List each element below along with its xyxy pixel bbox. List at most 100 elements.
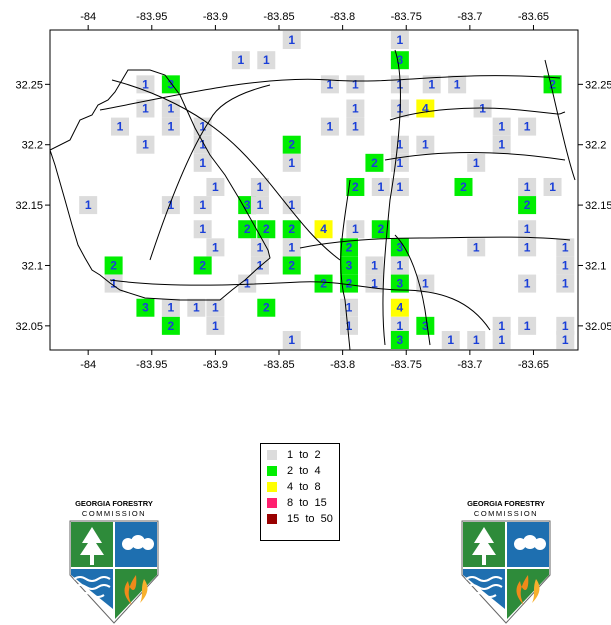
grid-cell — [193, 256, 212, 275]
cell-count-label: 1 — [562, 240, 569, 254]
cell-count-label: 2 — [168, 319, 175, 333]
cell-count-label: 2 — [320, 277, 327, 291]
grid-cell — [365, 256, 384, 275]
cell-count-label: 1 — [199, 156, 206, 170]
cell-count-label: 1 — [454, 77, 461, 91]
grid-cell — [518, 220, 537, 239]
grid-cell — [161, 196, 180, 215]
legend-item-8-to-15: 8 to 15 — [267, 496, 339, 510]
cell-count-label: 1 — [257, 240, 264, 254]
grid-cell — [339, 256, 358, 275]
cell-count-label: 2 — [263, 301, 270, 315]
grid-cell — [339, 316, 358, 335]
cell-count-label: 2 — [288, 138, 295, 152]
cell-count-label: 1 — [327, 77, 334, 91]
cell-count-label: 2 — [352, 180, 359, 194]
cell-count-label: 3 — [244, 198, 251, 212]
georgia-forestry-commission-logo: GEORGIA FORESTRY COMMISSION — [69, 499, 159, 624]
logo-subtitle-text: COMMISSION — [82, 509, 146, 518]
grid-cell — [556, 316, 575, 335]
grid-cell — [518, 274, 537, 293]
cell-count-label: 1 — [237, 53, 244, 67]
grid-cell — [320, 117, 339, 136]
grid-cell — [346, 117, 365, 136]
road — [99, 75, 561, 111]
grid-cell — [390, 298, 409, 317]
road — [384, 152, 566, 161]
cell-count-label: 2 — [288, 222, 295, 236]
grid-cell — [193, 196, 212, 215]
cell-count-label: 1 — [327, 120, 334, 134]
grid-cell — [416, 135, 435, 154]
x-tick-label: -83.8 — [330, 359, 355, 371]
cell-count-label: 3 — [346, 258, 353, 272]
y-tick-label: 32.05 — [15, 321, 43, 333]
x-tick-label: -83.7 — [457, 359, 482, 371]
grid-cell — [339, 298, 358, 317]
cell-count-label: 2 — [199, 258, 206, 272]
y-axis-left: 32.25 32.2 32.15 32.1 32.05 — [15, 79, 50, 333]
cell-count-label: 1 — [562, 319, 569, 333]
grid-cell — [346, 99, 365, 118]
grid-cell — [390, 99, 409, 118]
cell-count-label: 1 — [212, 319, 219, 333]
grid-cell — [441, 331, 460, 349]
grid-cell — [193, 153, 212, 172]
cell-count-label: 1 — [397, 319, 404, 333]
cell-count-label: 1 — [168, 198, 175, 212]
grid-cell — [257, 298, 276, 317]
georgia-forestry-logo-right: GEORGIA FORESTRY COMMISSION — [458, 497, 554, 625]
legend-label: 2 to 4 — [287, 465, 321, 477]
grid-cell — [206, 177, 225, 196]
legend-label: 4 to 8 — [287, 481, 321, 493]
cell-count-label: 1 — [199, 222, 206, 236]
grid-cell — [416, 316, 435, 335]
cell-count-label: 1 — [352, 101, 359, 115]
county-boundary — [49, 69, 271, 301]
road — [389, 107, 566, 121]
grid-cell — [454, 177, 473, 196]
cell-count-label: 4 — [422, 101, 429, 115]
x-tick-label: -83.95 — [136, 359, 167, 371]
cell-count-label: 1 — [562, 277, 569, 291]
grid-cell — [346, 177, 365, 196]
grid-cell — [231, 51, 250, 70]
legend-swatch — [267, 450, 277, 460]
grid-cell — [390, 31, 409, 49]
cell-count-label: 2 — [346, 240, 353, 254]
grid-cell — [282, 196, 301, 215]
grid-cell — [136, 99, 155, 118]
grid-cell — [448, 75, 467, 94]
grid-cell — [282, 238, 301, 257]
grid-cell — [492, 331, 511, 349]
grid-cell — [390, 274, 409, 293]
cell-count-label: 1 — [428, 77, 435, 91]
x-tick-label: -83.65 — [518, 11, 549, 23]
cell-count-label: 1 — [110, 277, 117, 291]
road — [109, 279, 491, 331]
legend: 1 to 2 2 to 4 4 to 8 8 to 15 15 to 50 — [260, 443, 340, 541]
grid-cell — [104, 256, 123, 275]
road — [394, 234, 431, 346]
grid-cell — [238, 274, 257, 293]
cell-count-label: 1 — [498, 319, 505, 333]
grid-cell — [238, 220, 257, 239]
cell-count-label: 1 — [524, 277, 531, 291]
roads-layer — [49, 49, 576, 351]
grid-cell — [161, 316, 180, 335]
x-tick-label: -83.9 — [203, 359, 228, 371]
grid-cell — [193, 220, 212, 239]
cell-count-label: 2 — [460, 180, 467, 194]
cell-count-label: 1 — [168, 120, 175, 134]
grid-cell — [390, 51, 409, 70]
grid-cell — [390, 177, 409, 196]
cell-count-label: 1 — [142, 77, 149, 91]
x-tick-label: -83.95 — [136, 11, 167, 23]
grid-cell — [543, 75, 562, 94]
grid-cell — [79, 196, 98, 215]
x-tick-label: -83.75 — [391, 11, 422, 23]
cell-count-label: 1 — [288, 156, 295, 170]
road — [111, 79, 341, 261]
cell-count-label: 1 — [524, 222, 531, 236]
cell-count-label: 3 — [142, 301, 149, 315]
